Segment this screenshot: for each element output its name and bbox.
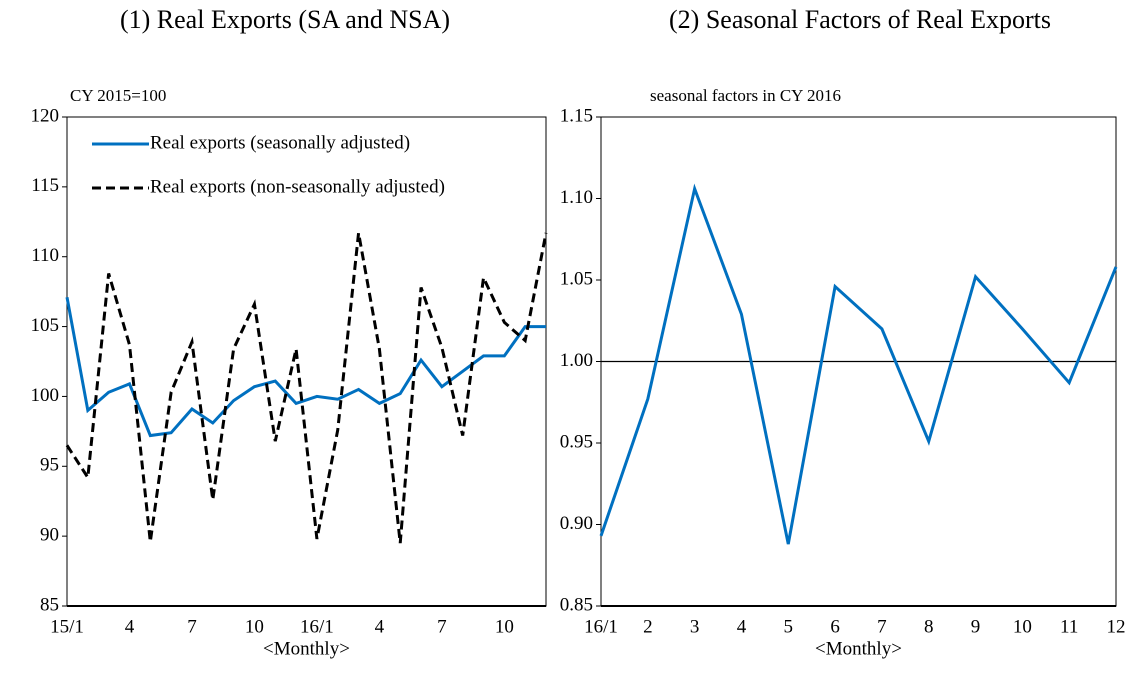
x-tick-label: 3 <box>690 616 700 637</box>
x-axis-label: <Monthly> <box>815 638 902 659</box>
x-tick-label: 10 <box>245 616 264 637</box>
y-tick-label: 1.10 <box>560 187 593 208</box>
x-tick-label: 7 <box>187 616 197 637</box>
y-tick-label: 110 <box>31 245 59 266</box>
x-tick-label: 5 <box>784 616 794 637</box>
x-tick-label: 10 <box>495 616 514 637</box>
x-tick-label: 4 <box>737 616 747 637</box>
y-tick-label: 90 <box>40 525 59 546</box>
y-tick-label: 1.05 <box>560 268 593 289</box>
x-tick-label: 10 <box>1013 616 1032 637</box>
legend-label: Real exports (seasonally adjusted) <box>150 132 410 153</box>
x-tick-label: 16/1 <box>584 616 618 637</box>
y-tick-label: 95 <box>40 455 59 476</box>
series-line <box>65 232 548 544</box>
unit-label: seasonal factors in CY 2016 <box>650 86 841 105</box>
y-tick-label: 85 <box>40 594 59 615</box>
x-tick-label: 6 <box>830 616 840 637</box>
unit-label: CY 2015=100 <box>70 86 166 105</box>
x-tick-label: 8 <box>924 616 934 637</box>
y-tick-label: 115 <box>31 175 59 196</box>
x-tick-label: 16/1 <box>300 616 334 637</box>
y-tick-label: 0.95 <box>560 431 593 452</box>
x-axis-label: <Monthly> <box>263 638 350 659</box>
y-tick-label: 1.15 <box>560 105 593 126</box>
y-tick-label: 105 <box>31 315 60 336</box>
y-tick-label: 0.90 <box>560 513 593 534</box>
series-line <box>65 296 546 438</box>
x-tick-label: 2 <box>643 616 653 637</box>
chart-title: (1) Real Exports (SA and NSA) <box>120 5 450 34</box>
x-tick-label: 4 <box>125 616 135 637</box>
x-tick-label: 4 <box>375 616 385 637</box>
chart-title: (2) Seasonal Factors of Real Exports <box>669 5 1051 34</box>
y-tick-label: 0.85 <box>560 594 593 615</box>
y-tick-label: 120 <box>31 105 60 126</box>
y-tick-label: 100 <box>31 385 60 406</box>
series-line <box>599 183 1118 545</box>
legend-label: Real exports (non-seasonally adjusted) <box>150 176 445 197</box>
x-tick-label: 15/1 <box>50 616 84 637</box>
x-tick-label: 7 <box>437 616 447 637</box>
x-tick-label: 12 <box>1107 616 1126 637</box>
x-tick-label: 7 <box>877 616 887 637</box>
y-tick-label: 1.00 <box>560 350 593 371</box>
x-tick-label: 11 <box>1060 616 1078 637</box>
x-tick-label: 9 <box>971 616 981 637</box>
